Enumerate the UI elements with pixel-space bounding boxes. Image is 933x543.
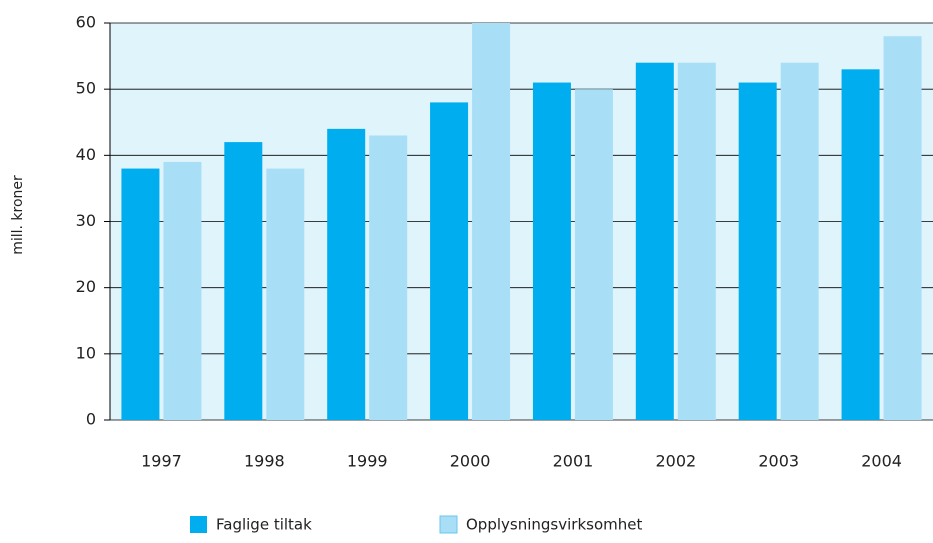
bar xyxy=(266,168,305,420)
bar xyxy=(677,62,716,420)
y-tick-label: 0 xyxy=(86,410,96,429)
bar xyxy=(430,102,469,421)
bar xyxy=(883,36,922,420)
bar xyxy=(121,168,160,420)
y-tick-label: 40 xyxy=(76,145,96,164)
bar xyxy=(574,89,613,421)
x-tick-label: 1997 xyxy=(141,452,182,471)
x-tick-label: 2001 xyxy=(553,452,594,471)
y-axis-label: mill. kroner xyxy=(10,175,26,255)
bar xyxy=(780,62,819,420)
bar xyxy=(738,82,777,421)
bar xyxy=(369,135,408,420)
legend-label: Opplysningsvirksomhet xyxy=(466,516,642,534)
x-tick-label: 2002 xyxy=(655,452,696,471)
x-tick-label: 1998 xyxy=(244,452,285,471)
x-tick-label: 2003 xyxy=(758,452,799,471)
bar xyxy=(841,69,880,421)
bar xyxy=(635,62,674,420)
y-tick-label: 30 xyxy=(76,211,96,230)
bar xyxy=(327,128,366,420)
bar xyxy=(224,142,263,420)
x-tick-label: 2004 xyxy=(861,452,902,471)
bar xyxy=(472,23,511,420)
legend-swatch xyxy=(190,516,207,533)
y-tick-label: 20 xyxy=(76,277,96,296)
y-tick-label: 60 xyxy=(76,13,96,32)
legend-swatch xyxy=(439,515,458,534)
bar xyxy=(532,82,571,421)
x-tick-label: 1999 xyxy=(347,452,388,471)
y-tick-label: 50 xyxy=(76,79,96,98)
bar xyxy=(163,161,202,420)
legend-label: Faglige tiltak xyxy=(216,516,312,534)
y-tick-label: 10 xyxy=(76,343,96,362)
x-tick-label: 2000 xyxy=(450,452,491,471)
